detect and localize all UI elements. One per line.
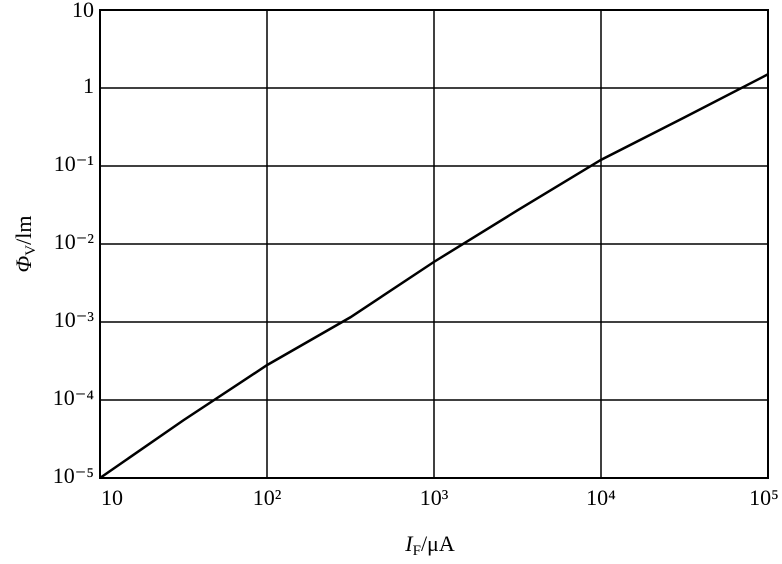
x-tick-label: 10³: [420, 485, 449, 510]
x-tick-label: 10⁴: [586, 485, 616, 510]
x-label-symbol: I: [404, 531, 414, 556]
y-label-unit: /lm: [11, 216, 36, 245]
y-tick-label: 10⁻²: [54, 229, 95, 254]
x-tick-label: 10⁵: [749, 485, 779, 510]
y-tick-label: 10⁻³: [54, 307, 95, 332]
plot-frame: [99, 9, 769, 479]
x-label-unit: /μA: [421, 531, 455, 556]
y-label-symbol: Φ: [11, 255, 36, 272]
x-tick-label: 10²: [253, 485, 282, 510]
x-label-subscript: F: [413, 543, 421, 559]
y-tick-label: 10: [72, 0, 94, 22]
x-axis-label: IF/μA: [404, 531, 455, 559]
y-tick-label: 10⁻¹: [54, 151, 94, 176]
x-tick-label: 10: [101, 485, 123, 510]
y-tick-label: 10⁻⁵: [53, 463, 94, 488]
y-tick-label: 1: [83, 73, 94, 98]
y-label-subscript: V: [23, 245, 39, 256]
data-line: [99, 73, 769, 480]
y-tick-label: 10⁻⁴: [53, 385, 95, 410]
y-axis-label: ΦV/lm: [11, 216, 39, 273]
